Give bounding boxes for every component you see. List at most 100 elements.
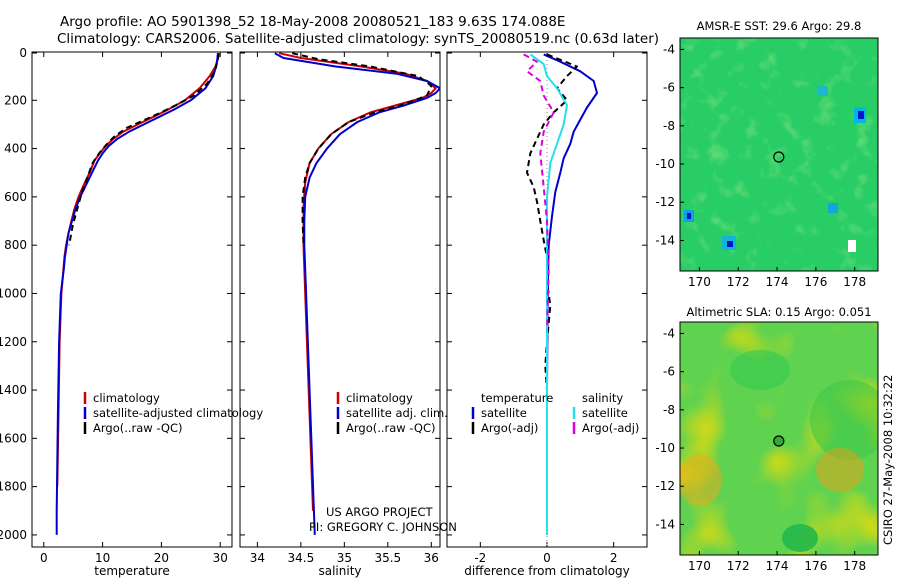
difference-series [523, 52, 598, 547]
x-tick-label: 35.5 [374, 551, 401, 565]
x-tick-label: 34 [250, 551, 265, 565]
temperature-axes [31, 51, 233, 548]
legend-label-temp-satellite: satellite [481, 406, 527, 420]
y-tick-label: 1000 [0, 286, 27, 300]
y-tick-label: 1400 [0, 383, 27, 397]
difference-legend: temperature satellite Argo(-adj) salinit… [471, 391, 639, 435]
sst-map-image [680, 38, 878, 271]
sst-map-panel: AMSR-E SST: 29.6 Argo: 29.8 170 172 174 176… [655, 19, 879, 289]
y-tick-label: -4 [663, 42, 675, 56]
x-tick-label: 0 [543, 551, 551, 565]
y-tick-label: -10 [655, 441, 675, 455]
legend-label-temp-argo: Argo(-adj) [481, 421, 538, 435]
x-tick-label: 176 [804, 275, 827, 289]
footer-pi: PI: GREGORY C. JOHNSON [309, 520, 457, 534]
legend-title-salinity: salinity [582, 391, 623, 405]
series-temperature-satellite [543, 53, 598, 535]
sst-map-ticks: 170 172 174 176 178 -4 -6 -8 -10 -12 -14 [655, 42, 866, 289]
temperature-xlabel: temperature [94, 564, 169, 578]
legend-label-satellite: satellite-adjusted climatology [93, 406, 263, 420]
series-salinity-argo-adj [523, 53, 555, 330]
x-tick-label: 10 [95, 551, 110, 565]
x-tick-label: 36 [424, 551, 439, 565]
temperature-series [55, 53, 221, 535]
sst-float-location-marker [773, 151, 785, 163]
y-tick-label: -12 [655, 195, 675, 209]
figure-title-line-1: Argo profile: AO 5901398_52 18-May-2008 … [60, 14, 565, 30]
sst-anomaly-pixel [727, 241, 733, 247]
salinity-panel: 34 34.5 35 35.5 36 salinity climatology sate… [239, 51, 457, 578]
sla-map-title: Altimetric SLA: 0.15 Argo: 0.051 [686, 305, 871, 319]
x-tick-label: -2 [474, 551, 486, 565]
salinity-axes [239, 51, 441, 548]
salinity-ticks: 34 34.5 35 35.5 36 [240, 52, 440, 565]
y-tick-label: 1200 [0, 335, 27, 349]
x-tick-label: 170 [688, 559, 711, 573]
figure-title-line-2: Climatology: CARS2006. Satellite-adjuste… [57, 31, 659, 47]
sla-map-panel: Altimetric SLA: 0.15 Argo: 0.051 170 172 1… [655, 305, 879, 573]
y-tick-label: 1600 [0, 431, 27, 445]
legend-label-satellite: satellite adj. clim. [346, 406, 448, 420]
sla-map-axes [679, 321, 879, 556]
y-tick-label: -6 [663, 365, 675, 379]
y-tick-label: 200 [4, 93, 27, 107]
sst-anomaly-pixel [858, 111, 864, 119]
legend-label-argo: Argo(..raw -QC) [93, 421, 183, 435]
x-tick-label: 176 [804, 559, 827, 573]
legend-label-climatology: climatology [93, 391, 160, 405]
x-tick-label: 170 [688, 275, 711, 289]
y-tick-label: -14 [655, 233, 675, 247]
x-tick-label: 0 [40, 551, 48, 565]
series-satellite [55, 53, 219, 535]
y-tick-label: 400 [4, 142, 27, 156]
y-tick-label: 1800 [0, 480, 27, 494]
difference-xlabel: difference from climatology [464, 564, 630, 578]
x-tick-label: 174 [766, 559, 789, 573]
temperature-ticks: 0 200 400 600 800 1000 1200 1400 1600 1800 2000 0 10… [0, 46, 232, 565]
x-tick-label: 20 [154, 551, 169, 565]
salinity-series [274, 52, 440, 535]
y-tick-label: 0 [19, 46, 27, 60]
x-tick-label: 178 [843, 559, 866, 573]
x-tick-label: 172 [727, 275, 750, 289]
legend-label-climatology: climatology [346, 391, 413, 405]
y-tick-label: -14 [655, 517, 675, 531]
x-tick-label: 34.5 [288, 551, 315, 565]
sst-map-axes [679, 37, 879, 272]
y-tick-label: -12 [655, 479, 675, 493]
y-tick-label: 2000 [0, 528, 27, 542]
sla-map-ticks: 170 172 174 176 178 -4 -6 -8 -10 -12 -14 [655, 326, 866, 573]
sst-map-title: AMSR-E SST: 29.6 Argo: 29.8 [697, 19, 862, 33]
x-tick-label: 35 [337, 551, 352, 565]
temperature-legend: climatology satellite-adjusted climatolo… [83, 391, 263, 435]
y-tick-label: 600 [4, 190, 27, 204]
y-tick-label: -8 [663, 119, 675, 133]
legend-label-sal-argo: Argo(-adj) [582, 421, 639, 435]
y-tick-label: -4 [663, 326, 675, 340]
legend-title-temperature: temperature [481, 391, 553, 405]
sst-anomaly-pixel [818, 86, 828, 96]
sst-anomaly-pixel [687, 213, 691, 219]
y-tick-label: -6 [663, 81, 675, 95]
difference-ticks: -2 0 2 [447, 52, 647, 565]
x-tick-label: 30 [213, 551, 228, 565]
sla-float-location-marker [773, 435, 785, 447]
x-tick-label: 178 [843, 275, 866, 289]
sst-anomaly-pixel [848, 240, 856, 252]
legend-label-argo: Argo(..raw -QC) [346, 421, 436, 435]
series-argo-raw-qc [68, 53, 220, 246]
salinity-xlabel: salinity [318, 564, 361, 578]
y-tick-label: 800 [4, 238, 27, 252]
csiro-credit: CSIRO 27-May-2008 10:32:22 [881, 375, 895, 546]
salinity-legend: climatology satellite adj. clim. Argo(..… [336, 391, 448, 435]
temperature-panel: 0 200 400 600 800 1000 1200 1400 1600 1800 2000 0 10… [0, 46, 263, 578]
x-tick-label: 2 [610, 551, 618, 565]
series-satellite [274, 52, 440, 535]
x-tick-label: 174 [766, 275, 789, 289]
legend-label-sal-satellite: satellite [582, 406, 628, 420]
x-tick-label: 172 [727, 559, 750, 573]
footer-project: US ARGO PROJECT [326, 505, 434, 519]
y-tick-label: -10 [655, 157, 675, 171]
series-argo-raw-qc [291, 52, 433, 246]
